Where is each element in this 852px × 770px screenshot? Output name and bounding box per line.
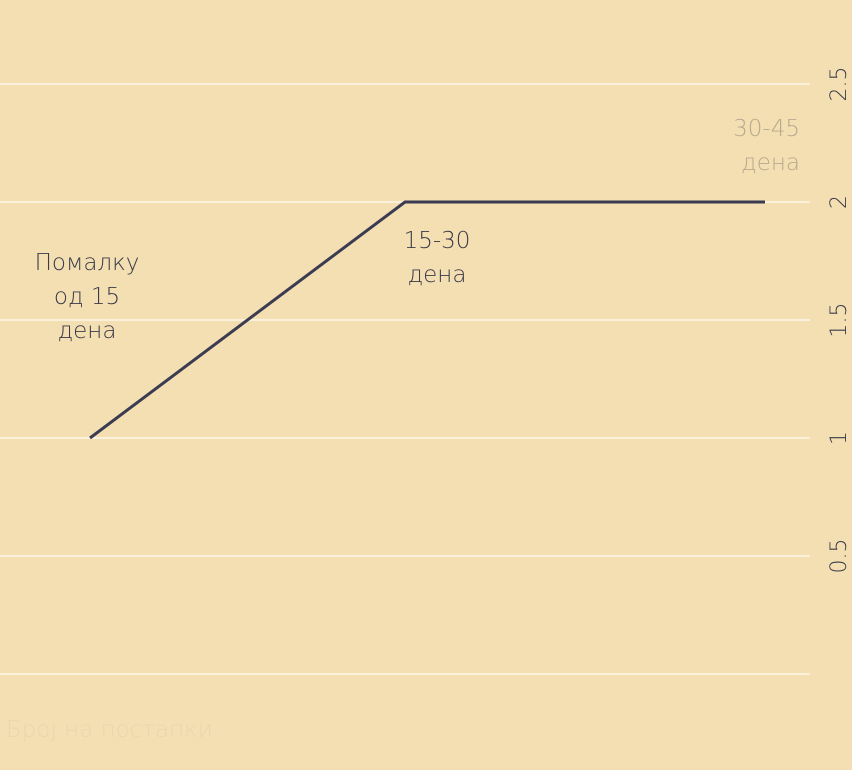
y-tick-label: 2.5 <box>827 67 852 102</box>
y-tick-label: 1 <box>827 431 852 445</box>
y-tick-label: 1.5 <box>827 303 852 338</box>
x-axis-label: Број на постапки <box>6 717 213 743</box>
category-label: Помалку од 15 дена <box>35 250 140 344</box>
series-line <box>89 200 765 440</box>
category-labels: Помалку од 15 дена 15-30 дена 30-45 дена <box>35 116 800 344</box>
category-label: 15-30 дена <box>404 228 471 288</box>
series-layer <box>89 200 765 440</box>
y-tick-label: 2 <box>827 195 852 209</box>
gridlines <box>0 83 810 675</box>
y-axis-ticks: 0.5 1 1.5 2 2.5 <box>827 67 852 574</box>
y-tick-label: 0.5 <box>827 539 852 574</box>
category-label: 30-45 дена <box>733 116 800 176</box>
